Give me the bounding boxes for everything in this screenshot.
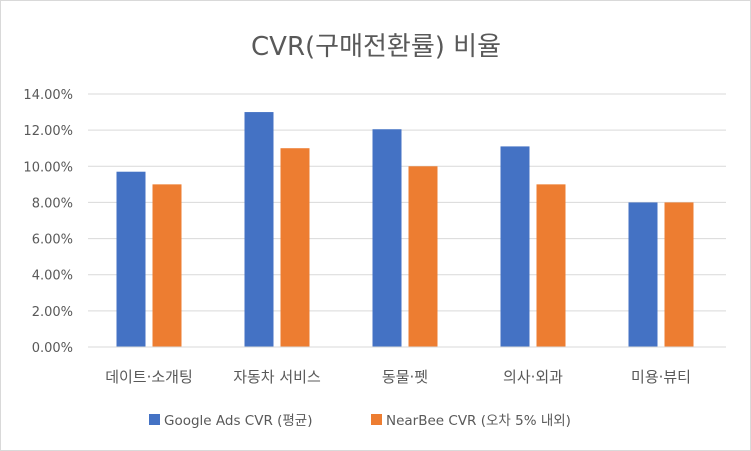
bar-google-ads <box>372 129 402 347</box>
y-tick-label: 4.00% <box>32 269 73 284</box>
x-axis-categories: 데이트·소개팅 자동차 서비스 동물·펫 의사·외과 미용·뷰티 <box>105 368 691 386</box>
x-category-label: 자동차 서비스 <box>233 368 321 386</box>
legend-swatch <box>371 414 382 425</box>
chart-title: CVR(구매전환률) 비율 <box>251 32 501 62</box>
x-category-label: 동물·펫 <box>382 368 428 386</box>
legend-swatch <box>149 414 160 425</box>
y-tick-label: 6.00% <box>32 233 73 248</box>
y-tick-label: 12.00% <box>23 124 73 139</box>
x-category-label: 의사·외과 <box>503 368 563 386</box>
gridlines <box>88 93 726 312</box>
bar-google-ads <box>500 146 530 347</box>
bar-nearbee <box>536 184 566 347</box>
legend-label: Google Ads CVR (평균) <box>164 413 313 429</box>
y-tick-label: 10.00% <box>23 160 73 175</box>
y-tick-label: 14.00% <box>23 88 73 103</box>
bar-nearbee <box>664 202 694 347</box>
x-category-label: 데이트·소개팅 <box>105 368 193 386</box>
x-category-label: 미용·뷰티 <box>631 368 691 386</box>
bar-google-ads <box>628 202 658 347</box>
y-tick-label: 2.00% <box>32 305 73 320</box>
bar-nearbee <box>280 148 310 347</box>
y-tick-label: 0.00% <box>32 341 73 356</box>
legend: Google Ads CVR (평균) NearBee CVR (오차 5% 내외… <box>149 413 571 429</box>
y-axis-ticks: 0.00% 2.00% 4.00% 6.00% 8.00% 10.00% 12.00% 14.… <box>23 88 73 356</box>
bar-nearbee <box>408 166 438 347</box>
y-tick-label: 8.00% <box>32 196 73 211</box>
bars <box>116 112 694 347</box>
bar-google-ads <box>244 112 274 347</box>
bar-google-ads <box>116 171 146 347</box>
bar-nearbee <box>152 184 182 347</box>
legend-label: NearBee CVR (오차 5% 내외) <box>386 413 571 429</box>
